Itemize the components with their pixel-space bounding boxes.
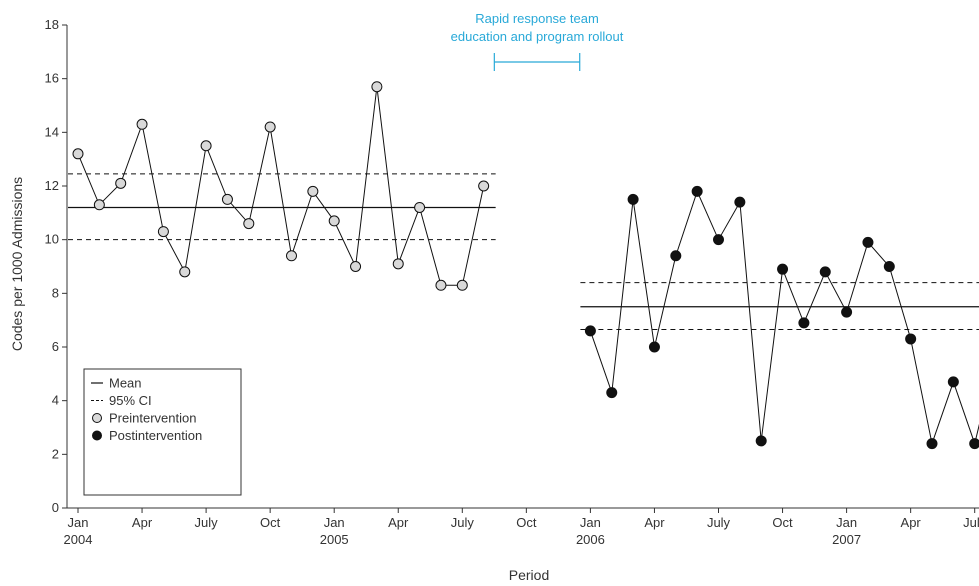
x-tick-label: Apr: [132, 515, 153, 530]
x-axis: Jan 2004 Apr July Oct Jan 2005 Apr July Oct Jan 200…: [64, 507, 979, 547]
x-tick-label: Jan: [324, 515, 345, 530]
postintervention-point: [670, 250, 682, 262]
preintervention-point: [328, 215, 340, 227]
preintervention-point: [136, 118, 148, 130]
preintervention-point: [200, 140, 212, 152]
rollout-annotation: Rapid response team education and program…: [451, 11, 624, 71]
preintervention-point: [435, 279, 447, 291]
preintervention-point: [243, 218, 255, 230]
legend-box: [83, 368, 242, 496]
preintervention-point: [264, 121, 276, 133]
preintervention-point: [456, 279, 468, 291]
x-tick-label: Oct: [772, 515, 793, 530]
x-tick-label: July: [963, 515, 979, 530]
x-tick-label: Oct: [516, 515, 537, 530]
x-tick-label: Apr: [901, 515, 922, 530]
legend-preintervention-swatch: [92, 413, 102, 423]
y-axis-label: Codes per 1000 Admissions: [9, 177, 25, 351]
x-tick-label: Jan: [68, 515, 89, 530]
postintervention-point: [606, 387, 618, 399]
series-line: [77, 86, 485, 286]
postintervention-point: [819, 266, 831, 278]
preintervention-point: [179, 266, 191, 278]
annotation-label: education and program rollout: [451, 29, 624, 44]
y-tick-label: 4: [52, 393, 59, 408]
postintervention-point: [862, 236, 874, 248]
y-axis: 0 2 4 6 8 10 12 14 16 18: [45, 17, 68, 515]
preintervention-point: [157, 226, 169, 238]
x-tick-year-label: 2007: [832, 532, 861, 547]
preintervention-point: [115, 177, 127, 189]
preintervention-point: [371, 81, 383, 93]
x-axis-label: Period: [509, 567, 549, 583]
preintervention-point: [350, 261, 362, 272]
series-lines: [77, 86, 979, 446]
y-tick-label: 8: [52, 285, 59, 300]
x-tick-year-label: 2005: [320, 532, 349, 547]
y-tick-label: 2: [52, 446, 59, 461]
reference-lines: [68, 173, 979, 331]
preintervention-point: [286, 250, 297, 262]
legend-label: Postintervention: [109, 428, 202, 443]
x-tick-label: Apr: [388, 515, 409, 530]
x-tick-year-label: 2006: [576, 532, 605, 547]
postintervention-point: [755, 435, 767, 447]
legend-postintervention-swatch: [92, 430, 102, 441]
x-tick-label: July: [195, 515, 219, 530]
legend: Mean 95% CI Preintervention Postinterventio…: [83, 368, 242, 496]
postintervention-point: [713, 234, 724, 246]
postintervention-point: [969, 438, 979, 450]
preintervention-point: [72, 148, 84, 160]
y-tick-label: 18: [45, 17, 59, 32]
data-points: [72, 81, 979, 450]
postintervention-point: [584, 325, 596, 337]
legend-label: Mean: [109, 376, 142, 391]
y-tick-label: 0: [52, 500, 59, 515]
y-tick-label: 14: [45, 124, 59, 139]
postintervention-point: [691, 185, 703, 197]
x-tick-label: July: [707, 515, 731, 530]
preintervention-point: [221, 193, 233, 205]
postintervention-point: [883, 261, 895, 272]
postintervention-point: [947, 376, 959, 388]
postintervention-point: [777, 263, 789, 275]
preintervention-point: [307, 185, 319, 197]
preintervention-point: [478, 180, 490, 192]
legend-label: 95% CI: [109, 393, 152, 408]
x-tick-label: Jan: [580, 515, 601, 530]
postintervention-point: [926, 438, 938, 450]
legend-label: Preintervention: [109, 411, 196, 426]
preintervention-point: [414, 201, 426, 213]
postintervention-point: [905, 333, 917, 345]
postintervention-point: [734, 196, 746, 208]
y-tick-label: 16: [45, 71, 59, 86]
x-tick-label: Apr: [644, 515, 665, 530]
series-line: [589, 190, 979, 446]
x-tick-label: July: [451, 515, 475, 530]
x-tick-year-label: 2004: [64, 532, 93, 547]
postintervention-point: [841, 306, 853, 318]
preintervention-point: [93, 199, 105, 211]
postintervention-point: [648, 341, 660, 353]
y-tick-label: 12: [45, 178, 59, 193]
x-tick-label: Jan: [836, 515, 857, 530]
y-tick-label: 10: [45, 232, 59, 247]
y-tick-label: 6: [52, 339, 59, 354]
postintervention-point: [798, 317, 810, 329]
preintervention-point: [392, 258, 404, 270]
annotation-label: Rapid response team: [475, 11, 599, 26]
x-tick-label: Oct: [260, 515, 281, 530]
postintervention-point: [627, 193, 639, 205]
